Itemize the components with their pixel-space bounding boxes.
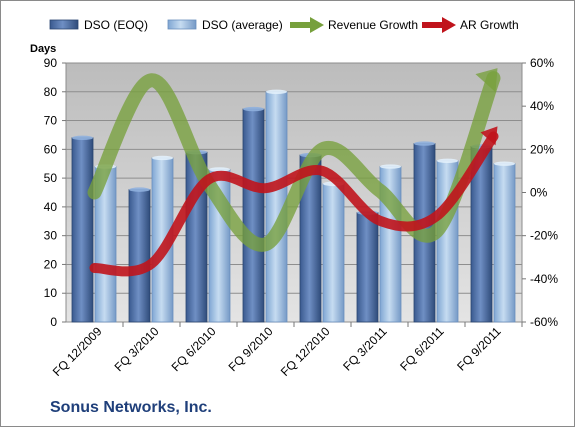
ar-growth-line [89, 131, 499, 277]
bar-dso-eoq [356, 212, 379, 323]
x-tick-label: FQ 6/2010 [169, 324, 219, 374]
x-tick-label: FQ 12/2010 [278, 324, 333, 379]
x-tick-label: FQ 6/2011 [397, 324, 447, 374]
bar-dso-eoq [128, 189, 151, 323]
y-tick-label: 60 [44, 142, 58, 156]
y-tick-label: 40 [44, 200, 58, 214]
bar-cap [494, 161, 515, 166]
revenue-growth-line [87, 71, 501, 252]
bar-cap [414, 141, 435, 146]
legend-label-revenue-growth: Revenue Growth [328, 18, 418, 32]
y-tick-label: 30 [44, 229, 58, 243]
y2-tick-label: -40% [530, 272, 558, 286]
y-tick-label: 90 [44, 56, 58, 70]
y2-tick-label: 20% [530, 142, 554, 156]
x-tick-label: FQ 3/2011 [340, 324, 390, 374]
legend-label-dso-average-: DSO (average) [202, 18, 283, 32]
y-tick-label: 10 [44, 286, 58, 300]
x-tick-label: FQ 9/2011 [454, 324, 504, 374]
bar-cap [437, 158, 458, 164]
bar-cap [266, 89, 287, 94]
bar-cap [209, 167, 230, 172]
bar-dso-eoq [242, 108, 265, 323]
ar-growth-arrowhead [480, 126, 498, 146]
legend-label-ar-growth: AR Growth [460, 18, 519, 32]
growth-lines [87, 68, 501, 277]
bar-dso-average [493, 163, 516, 323]
legend-arrowhead-ar-growth [442, 17, 456, 33]
legend-label-dso-eoq-: DSO (EOQ) [84, 18, 148, 32]
legend-arrowhead-revenue-growth [310, 17, 324, 33]
x-axis: FQ 12/2009 FQ 3/2010 FQ 6/2010 FQ 9/2010 FQ … [50, 322, 523, 379]
bar-cap [243, 106, 264, 112]
y-axis-right: -60% -40% -20% 0% 20% 40% 60% [522, 56, 558, 329]
bar-dso-eoq [71, 137, 94, 323]
y-tick-label: 70 [44, 114, 58, 128]
bar-dso-average [322, 183, 345, 323]
y-tick-label: 50 [44, 171, 58, 185]
y-axis-left: 0 10 20 30 40 50 60 70 80 90 [44, 56, 66, 329]
bar-cap [129, 187, 150, 192]
x-tick-label: FQ 9/2010 [226, 324, 276, 374]
legend-swatch-dso-average- [167, 19, 197, 30]
bar-cap [380, 164, 401, 169]
x-tick-label: FQ 12/2009 [50, 324, 105, 379]
y2-tick-label: 40% [530, 99, 554, 113]
y-tick-label: 20 [44, 257, 58, 271]
y2-tick-label: 0% [530, 186, 548, 200]
x-tick-label: FQ 3/2010 [112, 324, 162, 374]
y-tick-label: 0 [50, 315, 57, 329]
bar-cap [152, 155, 173, 161]
legend: DSO (EOQ) DSO (average) Revenue Growth AR G… [49, 17, 519, 33]
y2-tick-label: 60% [530, 56, 554, 70]
y-axis-label: Days [30, 43, 56, 55]
y2-tick-label: -60% [530, 315, 558, 329]
chart-title: Sonus Networks, Inc. [50, 399, 212, 416]
bar-cap [72, 135, 93, 141]
y-tick-label: 80 [44, 85, 58, 99]
y2-tick-label: -20% [530, 229, 558, 243]
legend-swatch-dso-eoq- [49, 19, 79, 30]
revenue-growth-arrowhead [475, 68, 498, 93]
